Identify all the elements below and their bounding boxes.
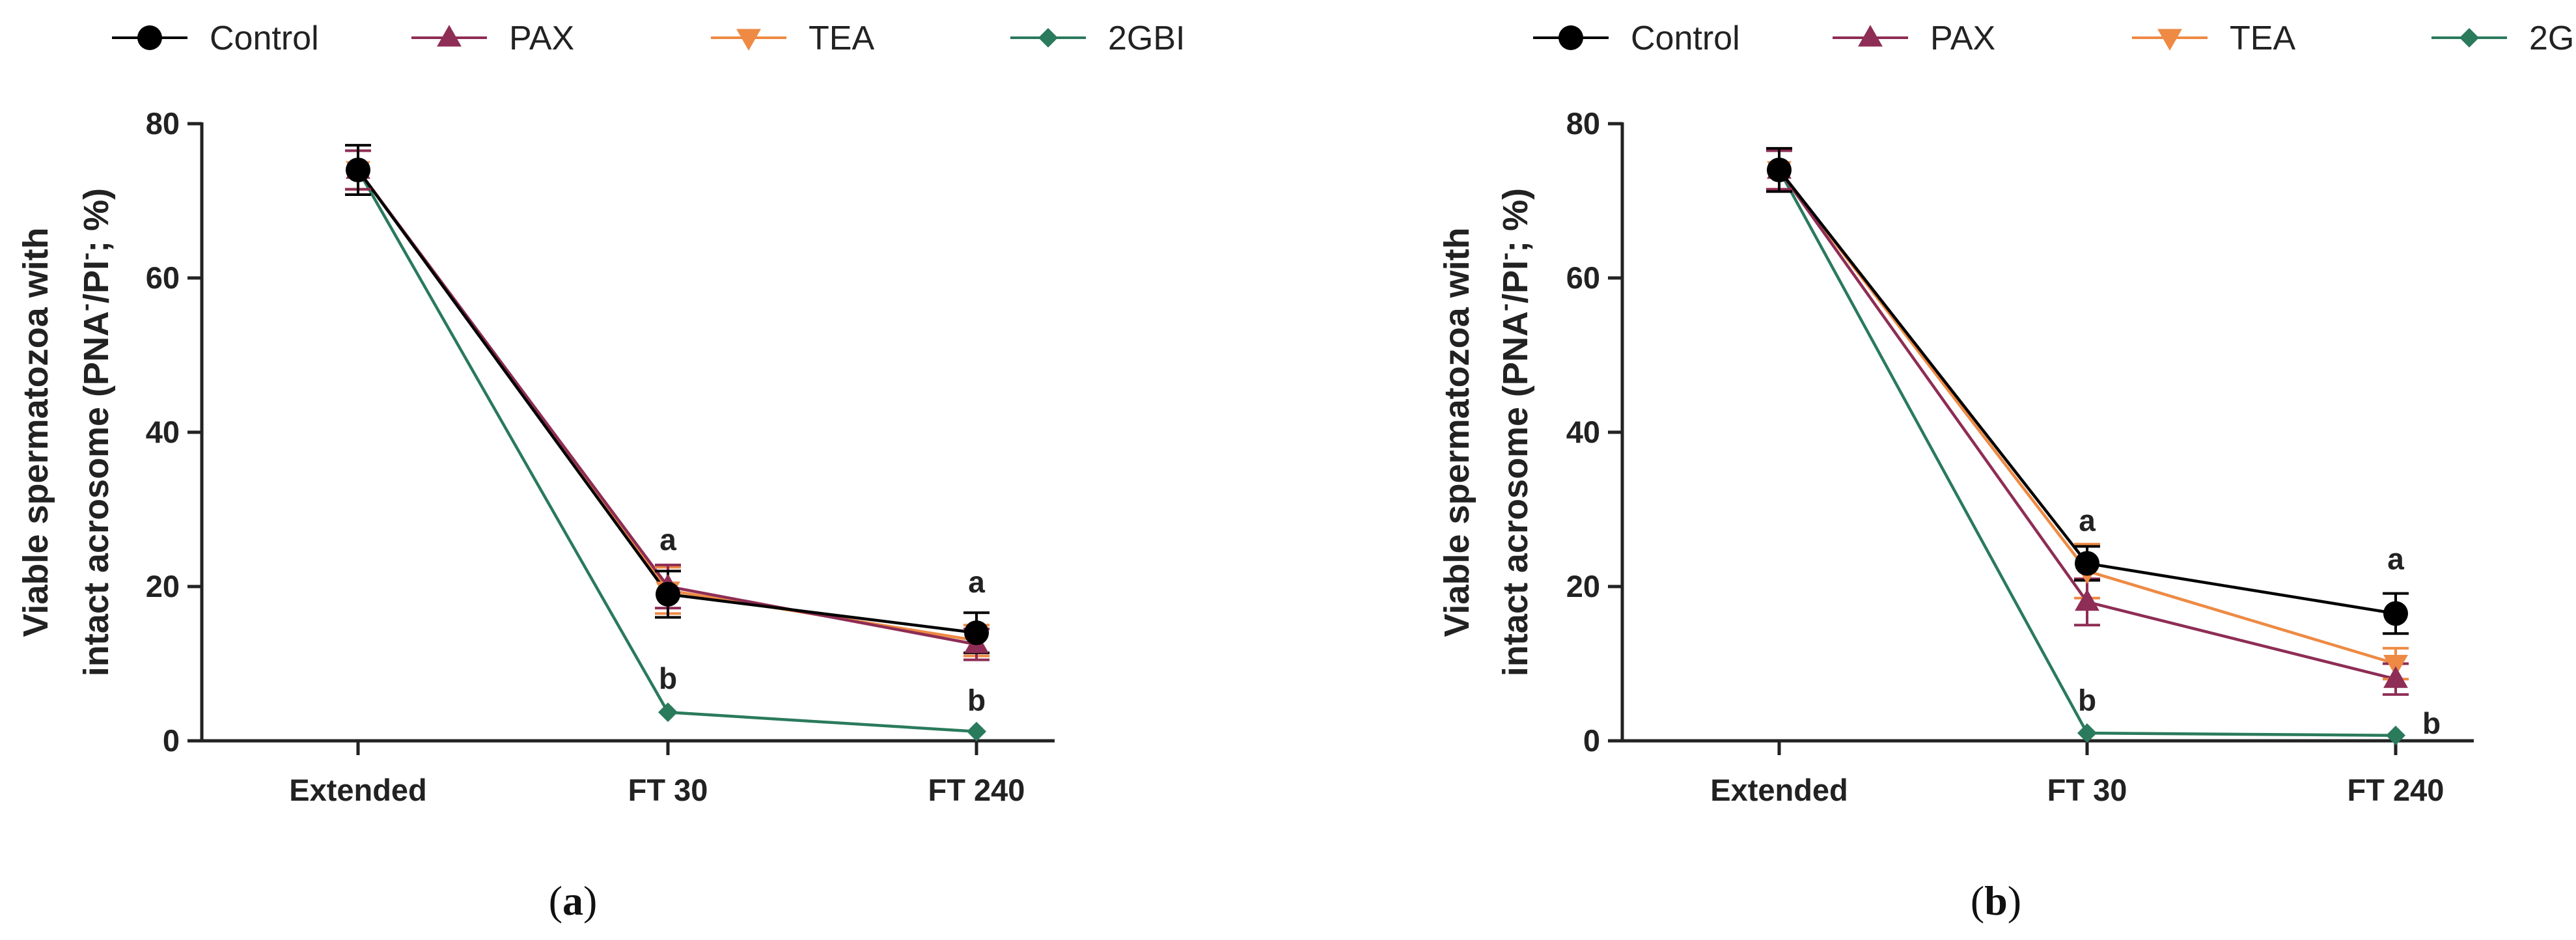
- legend-marker-diamond: [1038, 28, 1058, 48]
- data-point-pax: [2383, 666, 2408, 688]
- legend-label: TEA: [2230, 20, 2295, 57]
- y-tick-label: 40: [1566, 415, 1600, 449]
- legend-item-tea: TEA: [711, 20, 874, 57]
- panel-label-paren: ): [2008, 878, 2021, 924]
- x-tick-label: FT 30: [2047, 773, 2127, 807]
- panel-label-letter: a: [562, 878, 583, 924]
- legend-label: PAX: [509, 20, 574, 57]
- x-tick-label: FT 240: [928, 773, 1025, 807]
- y-tick-label: 20: [146, 569, 180, 603]
- panel-label-paren: (: [1971, 878, 1984, 924]
- panel-label: (b): [1971, 878, 2021, 924]
- legend-marker-diamond: [2459, 28, 2479, 48]
- series-line-control: [357, 169, 977, 635]
- y-tick-label: 0: [163, 723, 180, 758]
- series-line-2gbi: [1778, 169, 2396, 737]
- panel-b: Control PAX TEA 2GBI 0 20 40 60 80 Extended FT 30 F…: [1437, 20, 2576, 924]
- significance-label: a: [2387, 542, 2404, 576]
- x-tick-label: FT 240: [2347, 773, 2444, 807]
- significance-label: b: [2422, 706, 2441, 740]
- y-axis-title-line1: Viable spermatozoa with: [1437, 227, 1476, 637]
- legend-item-2gbi: 2GBI: [2431, 20, 2576, 57]
- legend-marker-circle: [137, 25, 162, 50]
- y-axis-title-part: intact acrosome (PNA: [1496, 311, 1535, 676]
- legend-marker-triangle-up: [1858, 25, 1883, 47]
- legend-marker-triangle-down: [736, 29, 761, 51]
- legend-marker-triangle-up: [437, 25, 462, 47]
- y-tick-label: 0: [1583, 723, 1600, 758]
- data-point-control: [346, 158, 370, 183]
- panel-a: Control PAX TEA 2GBI 0 20 40 60 80 Extended FT 30 F…: [16, 20, 1185, 924]
- legend: Control PAX TEA 2GBI: [112, 20, 1185, 57]
- y-axis-title-part: ; %): [77, 188, 116, 253]
- significance-label: a: [659, 523, 676, 557]
- y-tick-label: 80: [146, 106, 180, 141]
- data-point-control: [656, 581, 680, 607]
- legend-item-tea: TEA: [2132, 20, 2295, 57]
- y-axis-title-part: /PI: [1496, 260, 1535, 303]
- panel-label-paren: (: [549, 878, 562, 924]
- panel-label: (a): [549, 878, 598, 924]
- significance-label: b: [659, 661, 677, 695]
- plot-area: a b a b: [1766, 146, 2441, 745]
- data-point-control: [2075, 551, 2099, 576]
- significance-label: b: [967, 683, 986, 717]
- significance-label: a: [2079, 503, 2096, 537]
- data-point-pax: [2075, 588, 2099, 611]
- x-tick-label: Extended: [1710, 773, 1848, 807]
- y-axis-title-line2: intact acrosome (PNA-/PI-; %): [1491, 188, 1536, 676]
- legend-label: Control: [1631, 20, 1740, 57]
- significance-label: a: [968, 565, 985, 599]
- y-tick-label: 20: [1566, 569, 1600, 603]
- y-axis-title-superscript: -: [72, 303, 98, 311]
- y-tick-label: 60: [146, 260, 180, 295]
- axes: 0 20 40 60 80 Extended FT 30 FT 240: [146, 106, 1055, 807]
- axes: 0 20 40 60 80 Extended FT 30 FT 240: [1566, 106, 2474, 807]
- data-point-2gbi: [658, 702, 678, 723]
- data-point-control: [2383, 601, 2408, 626]
- data-point-tea: [2383, 655, 2408, 677]
- data-point-2gbi: [2077, 723, 2097, 743]
- legend-label: PAX: [1930, 20, 1995, 57]
- panel-label-letter: b: [1984, 878, 2008, 924]
- plot-area: a b a b: [345, 144, 990, 741]
- legend-item-pax: PAX: [1833, 20, 1995, 57]
- legend-label: 2GBI: [1108, 20, 1185, 57]
- data-point-control: [1767, 158, 1792, 183]
- legend-label: Control: [210, 20, 319, 57]
- y-axis-title-line1: Viable spermatozoa with: [16, 227, 55, 637]
- legend: Control PAX TEA 2GBI: [1533, 20, 2576, 57]
- legend-item-pax: PAX: [411, 20, 574, 57]
- y-tick-label: 40: [146, 415, 180, 449]
- y-axis-title-part: ; %): [1496, 188, 1535, 253]
- y-axis-title-superscript: -: [1491, 303, 1517, 311]
- legend-item-2gbi: 2GBI: [1010, 20, 1185, 57]
- panel-label-paren: ): [583, 878, 597, 924]
- significance-label: b: [2078, 683, 2096, 717]
- legend-marker-circle: [1558, 25, 1583, 50]
- legend-marker-triangle-down: [2157, 29, 2182, 51]
- x-tick-label: Extended: [289, 773, 427, 807]
- y-axis-title-superscript: -: [72, 253, 98, 260]
- y-tick-label: 80: [1566, 106, 1600, 141]
- x-tick-label: FT 30: [628, 773, 708, 807]
- legend-item-control: Control: [1533, 20, 1740, 57]
- legend-item-control: Control: [112, 20, 319, 57]
- data-point-control: [964, 620, 989, 646]
- y-axis-title-part: /PI: [77, 260, 116, 303]
- y-tick-label: 60: [1566, 260, 1600, 295]
- data-point-2gbi: [2386, 725, 2405, 745]
- legend-label: TEA: [809, 20, 874, 57]
- y-axis-title-part: intact acrosome (PNA: [77, 311, 116, 676]
- data-point-2gbi: [967, 721, 986, 741]
- series-line-2gbi: [357, 169, 977, 734]
- y-axis-title-superscript: -: [1491, 253, 1517, 260]
- legend-label: 2GBI: [2529, 20, 2576, 57]
- y-axis-title-line2: intact acrosome (PNA-/PI-; %): [72, 188, 117, 676]
